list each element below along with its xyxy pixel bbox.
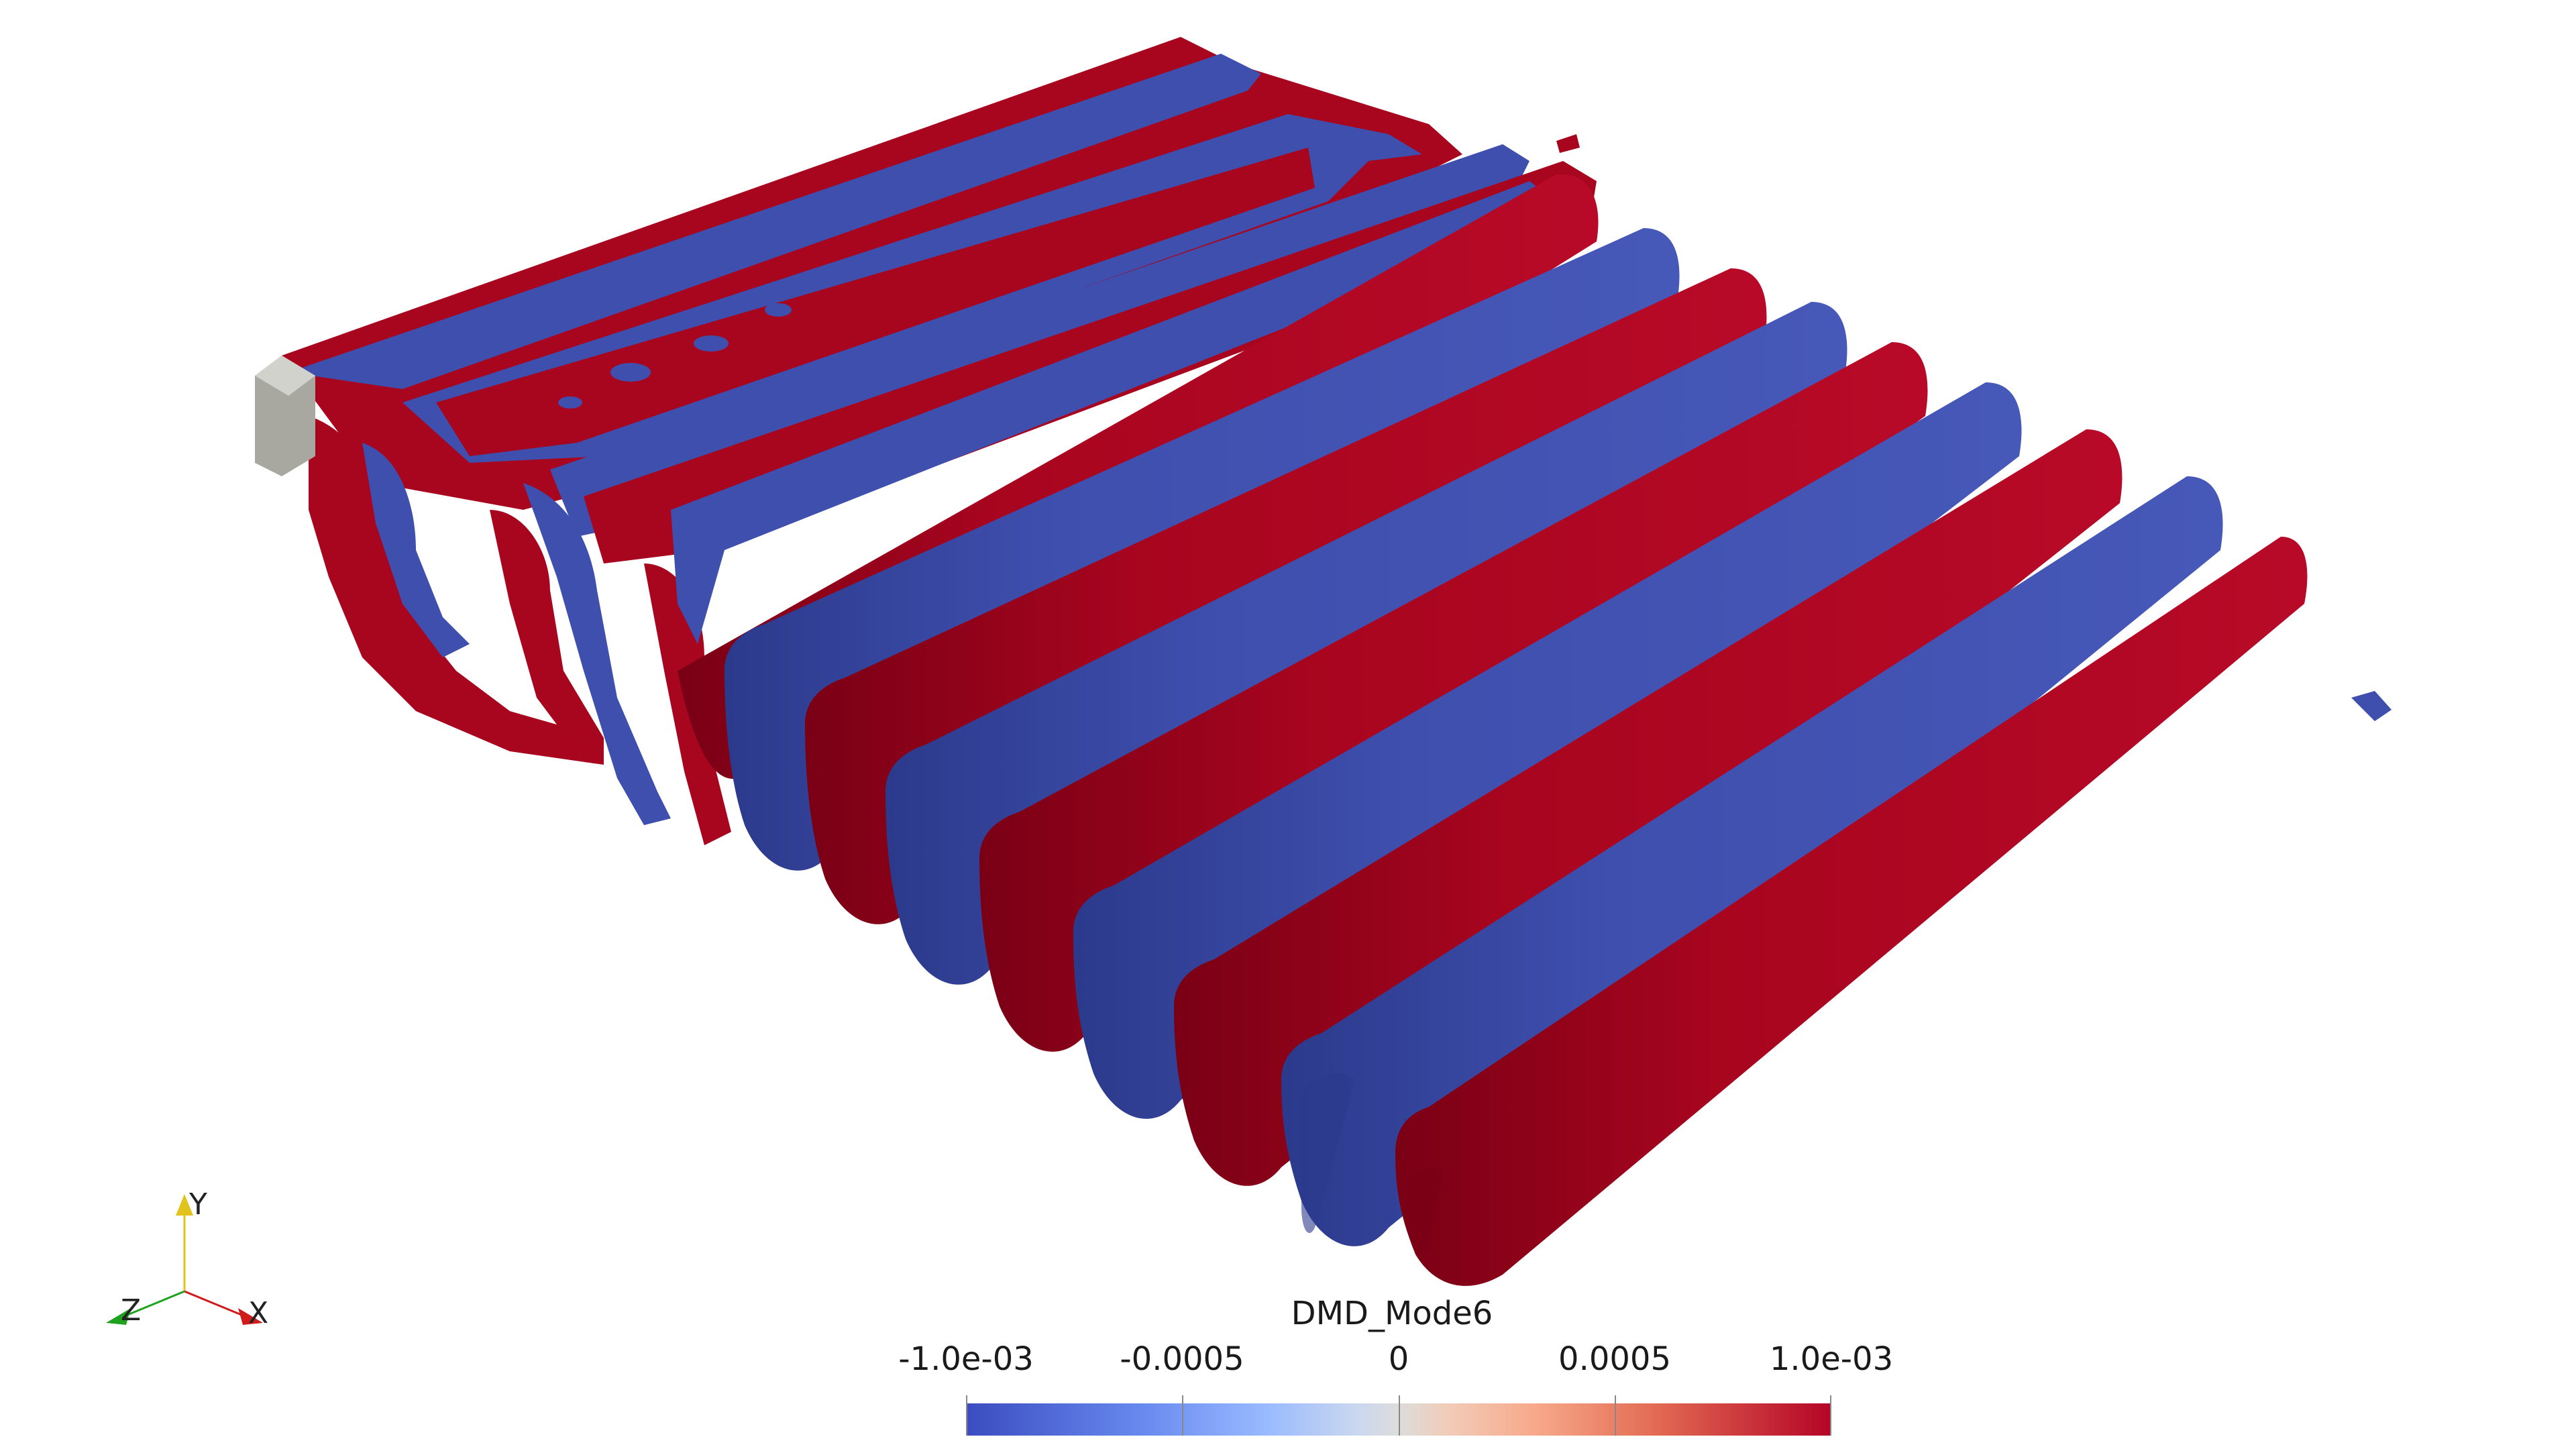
sheet-hole xyxy=(765,303,792,317)
scalar-bar-tick-label: 0.0005 xyxy=(1558,1340,1671,1378)
wake-red-roll-3 xyxy=(490,510,604,751)
y-axis-arrow-icon xyxy=(176,1194,193,1216)
sheet-hole xyxy=(558,396,582,409)
wake-blue-roll-5 xyxy=(671,181,1556,644)
bluff-body xyxy=(255,356,315,476)
x-axis-arrow-icon xyxy=(238,1308,263,1325)
scalar-bar-tick-mark xyxy=(1399,1395,1400,1436)
x-axis-label: X xyxy=(248,1296,269,1330)
sheet-hole xyxy=(610,363,651,382)
red-band-3 xyxy=(436,148,1315,456)
wake-red-rolls xyxy=(309,416,604,765)
scalar-bar-tick-label: -0.0005 xyxy=(1120,1340,1244,1378)
scalar-bar-tick-mark xyxy=(1182,1395,1183,1436)
scalar-bar-title: DMD_Mode6 xyxy=(1291,1295,1493,1332)
vortex-tube-blue xyxy=(1301,1073,1355,1234)
blue-band-1 xyxy=(288,54,1261,389)
vortex-tubes xyxy=(678,174,2308,1286)
vortex-tube-red xyxy=(1395,537,2308,1286)
upstream-isosurfaces xyxy=(282,37,1597,845)
orientation-axes xyxy=(106,1194,263,1325)
z-axis-arrow-icon xyxy=(106,1308,131,1325)
x-axis-line xyxy=(184,1290,250,1320)
scalar-bar-tick-mark xyxy=(1615,1395,1616,1436)
vortex-tube-red xyxy=(1409,1167,1442,1254)
scalar-bar-tick-mark xyxy=(966,1395,967,1436)
wake-blue-roll-1 xyxy=(362,443,470,657)
isolated-blue-blob xyxy=(2351,691,2392,721)
scalar-bar-tick-label: 1.0e-03 xyxy=(1769,1340,1894,1378)
wake-blue-roll-2 xyxy=(523,483,671,825)
z-axis-line xyxy=(119,1290,185,1320)
isolated-red-blob xyxy=(1556,134,1580,153)
scalar-bar-tick-label: -1.0e-03 xyxy=(898,1340,1034,1378)
scalar-bar-tick-label: 0 xyxy=(1388,1340,1409,1378)
scalar-bar-tick-mark xyxy=(1830,1395,1831,1436)
sheet-hole xyxy=(694,335,729,352)
z-axis-label: Z xyxy=(121,1293,142,1328)
y-axis-label: Y xyxy=(189,1187,207,1222)
